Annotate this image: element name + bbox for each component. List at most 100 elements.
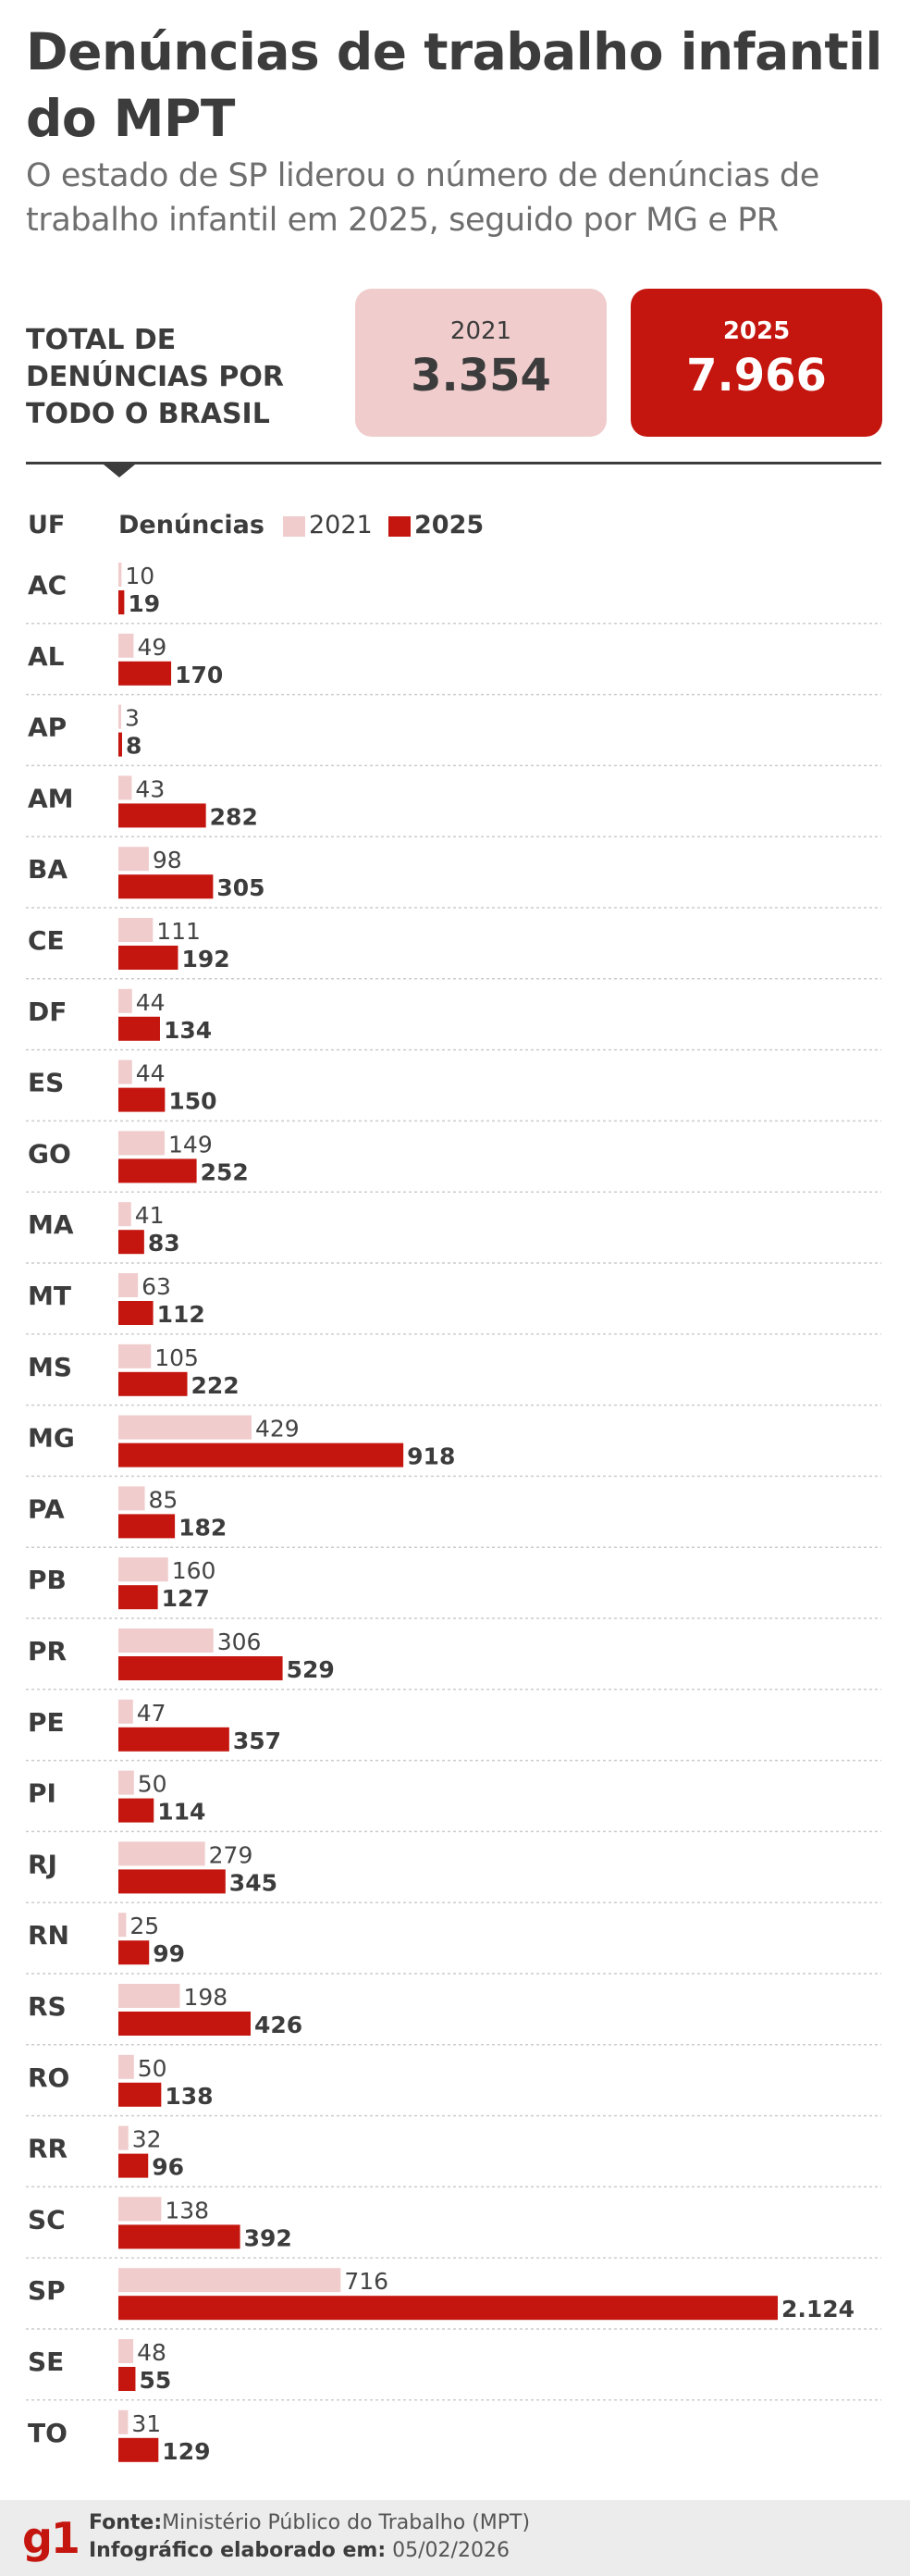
value-2025-pb: 127 (162, 1585, 210, 1612)
bar-2025-ap (118, 732, 122, 757)
value-2025-ac: 19 (128, 590, 160, 617)
value-2021-pa: 85 (149, 1486, 178, 1513)
uf-label-rj: RJ (28, 1849, 57, 1879)
value-2021-ms: 105 (154, 1344, 199, 1371)
footer: g1 Fonte:Ministério Público do Trabalho … (0, 2500, 910, 2576)
value-2021-pe: 47 (137, 1700, 166, 1727)
bar-2025-sc (118, 2224, 240, 2249)
uf-label-ba: BA (28, 854, 68, 885)
value-2025-to: 129 (162, 2438, 210, 2465)
bar-2021-ba (118, 847, 149, 872)
value-2025-pi: 114 (157, 1799, 205, 1826)
uf-label-rs: RS (28, 1991, 67, 2022)
uf-label-pe: PE (28, 1707, 65, 1738)
uf-label-ro: RO (28, 2062, 69, 2093)
bar-2025-df (118, 1016, 160, 1041)
value-2025-pa: 182 (178, 1514, 227, 1541)
value-2025-am: 282 (210, 803, 258, 830)
totals-label: TOTAL DE DENÚNCIAS POR TODO O BRASIL (26, 324, 285, 430)
uf-label-df: DF (28, 997, 67, 1027)
uf-label-mg: MG (28, 1423, 75, 1454)
value-2021-ro: 50 (138, 2055, 167, 2082)
bar-2025-ba (118, 874, 214, 899)
value-2025-ms: 222 (191, 1372, 240, 1399)
value-2021-al: 49 (137, 634, 166, 661)
legend-label-2021: 2021 (309, 511, 373, 539)
value-2025-ba: 305 (216, 874, 264, 901)
uf-label-pr: PR (28, 1636, 67, 1666)
value-2025-sp: 2.124 (781, 2296, 855, 2322)
bar-2021-se (118, 2339, 134, 2363)
legend-swatch-2025 (388, 516, 411, 537)
uf-label-ce: CE (28, 925, 65, 956)
value-2025-rj: 345 (229, 1869, 277, 1896)
uf-label-pa: PA (28, 1493, 65, 1524)
uf-label-se: SE (28, 2347, 64, 2377)
footer-source-label: Fonte: (89, 2511, 163, 2534)
value-2021-sc: 138 (165, 2197, 209, 2223)
uf-label-pi: PI (28, 1778, 56, 1809)
value-2021-ac: 10 (125, 563, 154, 589)
bar-2025-rs (118, 2012, 252, 2036)
bar-2021-go (118, 1131, 166, 1156)
value-2021-mt: 63 (141, 1273, 171, 1300)
total-box-2021: 2021 3.354 (355, 289, 607, 437)
bar-2021-rs (118, 1984, 180, 2008)
value-2025-es: 150 (168, 1088, 216, 1115)
footer-source: Fonte:Ministério Público do Trabalho (MP… (89, 2509, 530, 2537)
uf-label-mt: MT (28, 1281, 71, 1311)
bar-2021-sc (118, 2197, 162, 2222)
bar-2025-pe (118, 1727, 229, 1752)
value-2025-se: 55 (139, 2367, 171, 2394)
legend-swatch-2021 (283, 516, 305, 537)
bar-2021-pr (118, 1629, 214, 1653)
value-2025-ma: 83 (148, 1230, 180, 1257)
value-2025-pr: 529 (287, 1656, 335, 1683)
bar-2021-ac (118, 563, 122, 587)
legend-label-2025: 2025 (414, 511, 485, 539)
bar-2021-to (118, 2409, 129, 2434)
value-2021-ce: 111 (156, 918, 201, 945)
total-box-2025: 2025 7.966 (631, 289, 882, 437)
footer-source-value: Ministério Público do Trabalho (MPT) (162, 2511, 531, 2534)
value-2021-pi: 50 (138, 1771, 167, 1798)
uf-label-sc: SC (28, 2204, 66, 2235)
bar-2025-ro (118, 2082, 162, 2107)
bar-2025-pb (118, 1585, 158, 1610)
uf-label-ma: MA (28, 1209, 74, 1240)
page-title: Denúncias de trabalho infantil do MPT (26, 22, 882, 148)
legend-denuncias-label: Denúncias (118, 511, 264, 539)
value-2025-sc: 392 (244, 2224, 292, 2251)
bar-2021-ce (118, 918, 154, 942)
bar-2025-es (118, 1087, 166, 1112)
page-subtitle: O estado de SP liderou o número de denún… (26, 157, 819, 239)
bar-2021-ro (118, 2054, 134, 2079)
value-2021-rs: 198 (183, 1984, 228, 2011)
value-2021-ap: 3 (125, 705, 140, 732)
total-value-2025: 7.966 (686, 350, 827, 402)
bar-2025-to (118, 2437, 159, 2462)
bar-2021-rn (118, 1913, 127, 1938)
bar-2025-se (118, 2367, 136, 2391)
header-divider (26, 462, 881, 464)
uf-label-sp: SP (28, 2275, 66, 2306)
value-2025-ap: 8 (126, 733, 141, 760)
bar-2021-df (118, 988, 132, 1013)
value-2021-to: 31 (131, 2410, 161, 2437)
value-2025-mt: 112 (157, 1301, 205, 1328)
value-2025-df: 134 (164, 1017, 212, 1044)
value-2025-al: 170 (175, 662, 223, 688)
bar-2025-rr (118, 2153, 149, 2178)
bar-2025-go (118, 1158, 197, 1183)
bar-2021-pb (118, 1557, 168, 1582)
value-2021-rj: 279 (209, 1841, 253, 1868)
value-2025-go: 252 (201, 1158, 249, 1185)
bar-2021-sp (118, 2268, 341, 2293)
bar-2021-pa (118, 1486, 145, 1511)
value-2021-ba: 98 (153, 847, 182, 873)
total-value-2021: 3.354 (411, 350, 551, 402)
value-2021-pb: 160 (172, 1557, 216, 1584)
value-2021-mg: 429 (255, 1416, 300, 1443)
bar-2025-ce (118, 946, 178, 970)
bar-2021-es (118, 1059, 132, 1084)
